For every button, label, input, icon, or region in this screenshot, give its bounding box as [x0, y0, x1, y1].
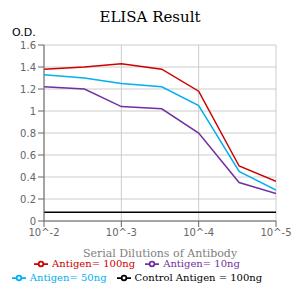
- svg-text:1.2: 1.2: [20, 84, 36, 95]
- svg-text:10^-2: 10^-2: [28, 227, 59, 238]
- svg-text:0: 0: [30, 216, 36, 227]
- svg-text:Serial Dilutions of Antibody: Serial Dilutions of Antibody: [83, 247, 238, 260]
- svg-text:1.4: 1.4: [20, 62, 36, 73]
- svg-text:0.8: 0.8: [20, 128, 36, 139]
- svg-text:0.2: 0.2: [20, 194, 36, 205]
- html-text:Antigen= 50ng: Antigen= 50ng: [29, 271, 107, 283]
- svg-text:10^-5: 10^-5: [260, 227, 291, 238]
- svg-text:10^-3: 10^-3: [106, 227, 137, 238]
- html-text:Antigen= 100ng: Antigen= 100ng: [52, 257, 136, 269]
- html-text:O.D.: O.D.: [12, 26, 36, 39]
- svg-text:0.4: 0.4: [20, 172, 36, 183]
- html-text:ELISA Result: ELISA Result: [99, 8, 201, 26]
- html-text:Antigen= 10ng: Antigen= 10ng: [163, 257, 240, 269]
- svg-text:10^-4: 10^-4: [183, 227, 214, 238]
- svg-text:0.6: 0.6: [20, 150, 36, 161]
- svg-text:1: 1: [30, 106, 36, 117]
- svg-text:1.6: 1.6: [20, 40, 36, 51]
- html-text:Control Antigen = 100ng: Control Antigen = 100ng: [134, 271, 263, 283]
